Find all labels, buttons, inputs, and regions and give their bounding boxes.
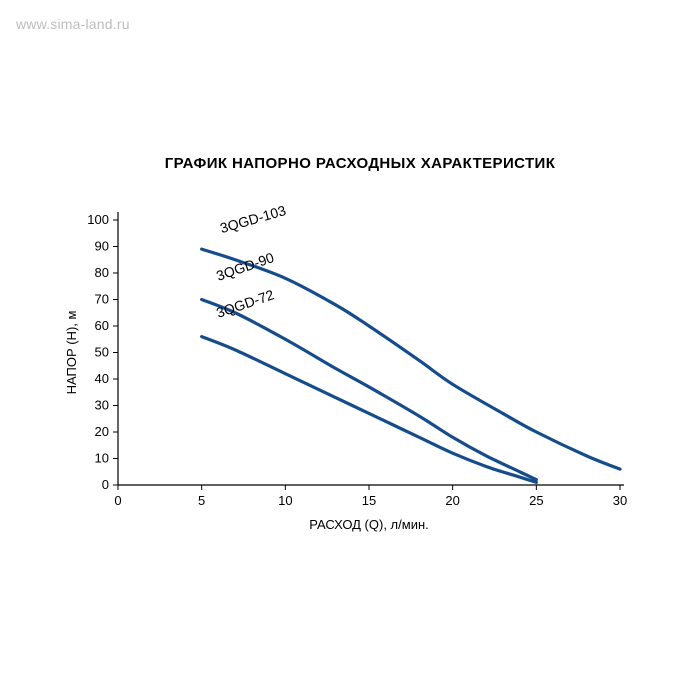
series-label-3QGD-103: 3QGD-103 — [218, 202, 288, 236]
y-tick-label: 80 — [95, 265, 109, 280]
x-axis-label: РАСХОД (Q), л/мин. — [309, 517, 429, 532]
series-3QGD-72 — [202, 337, 537, 483]
y-tick-label: 10 — [95, 451, 109, 466]
series-3QGD-103 — [202, 249, 620, 469]
y-tick-label: 100 — [87, 212, 109, 227]
y-axis-label: НАПОР (H), м — [64, 311, 79, 395]
chart-container: ГРАФИК НАПОРНО РАСХОДНЫХ ХАРАКТЕРИСТИК 0… — [60, 155, 660, 550]
y-tick-label: 40 — [95, 371, 109, 386]
y-tick-label: 30 — [95, 398, 109, 413]
y-tick-label: 60 — [95, 318, 109, 333]
page-root: www.sima-land.ru ГРАФИК НАПОРНО РАСХОДНЫ… — [0, 0, 700, 700]
watermark-text: www.sima-land.ru — [16, 16, 130, 32]
y-tick-label: 50 — [95, 345, 109, 360]
x-tick-label: 20 — [445, 493, 459, 508]
y-tick-label: 70 — [95, 292, 109, 307]
x-tick-label: 25 — [529, 493, 543, 508]
y-tick-label: 20 — [95, 424, 109, 439]
x-tick-label: 15 — [362, 493, 376, 508]
chart-svg: 0 10 20 30 40 50 60 70 80 90 100 0 5 10 15 20 25 30 РАСХОД… — [60, 200, 640, 540]
x-tick-label: 10 — [278, 493, 292, 508]
chart-title: ГРАФИК НАПОРНО РАСХОДНЫХ ХАРАКТЕРИСТИК — [60, 155, 660, 172]
y-tick-label: 0 — [102, 477, 109, 492]
y-tick-label: 90 — [95, 239, 109, 254]
series-label-3QGD-72: 3QGD-72 — [214, 286, 276, 321]
x-tick-label: 5 — [198, 493, 205, 508]
x-tick-label: 30 — [613, 493, 627, 508]
x-tick-label: 0 — [114, 493, 121, 508]
